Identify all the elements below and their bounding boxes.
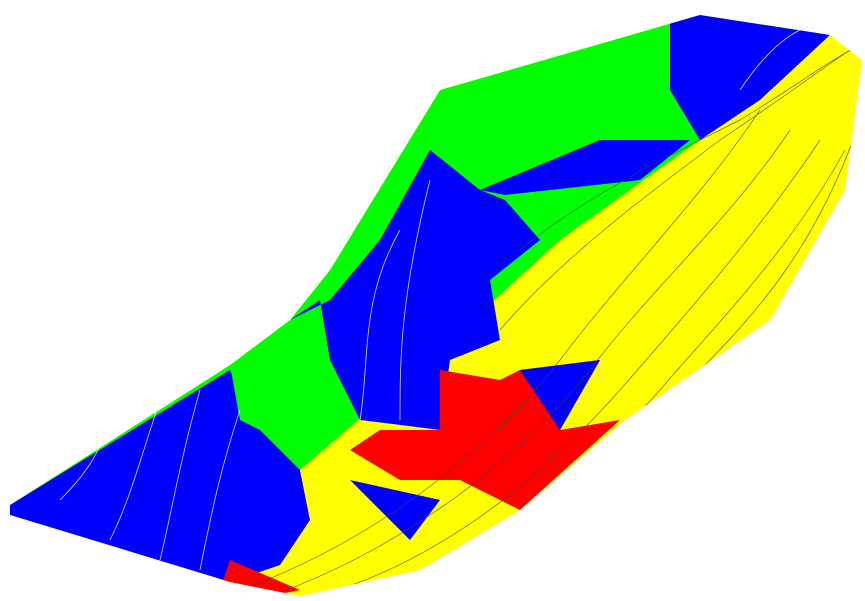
blue-region	[670, 15, 830, 140]
contour-line	[739, 29, 801, 91]
contour-line	[269, 129, 791, 596]
blue-region	[520, 360, 600, 430]
contour-line	[359, 229, 401, 421]
blue-region	[10, 370, 310, 582]
contour-line	[109, 399, 161, 541]
contour-line	[519, 44, 861, 251]
blue-region	[290, 150, 540, 430]
contour-line	[399, 179, 431, 421]
blue-region	[350, 480, 440, 540]
green-region	[230, 310, 330, 450]
contour-lines	[59, 29, 801, 571]
blue-region	[480, 140, 690, 195]
contour-line	[159, 389, 201, 561]
contour-line	[499, 49, 851, 331]
contour-line	[199, 409, 241, 571]
contour-line	[319, 139, 821, 596]
contour-line	[239, 109, 761, 591]
